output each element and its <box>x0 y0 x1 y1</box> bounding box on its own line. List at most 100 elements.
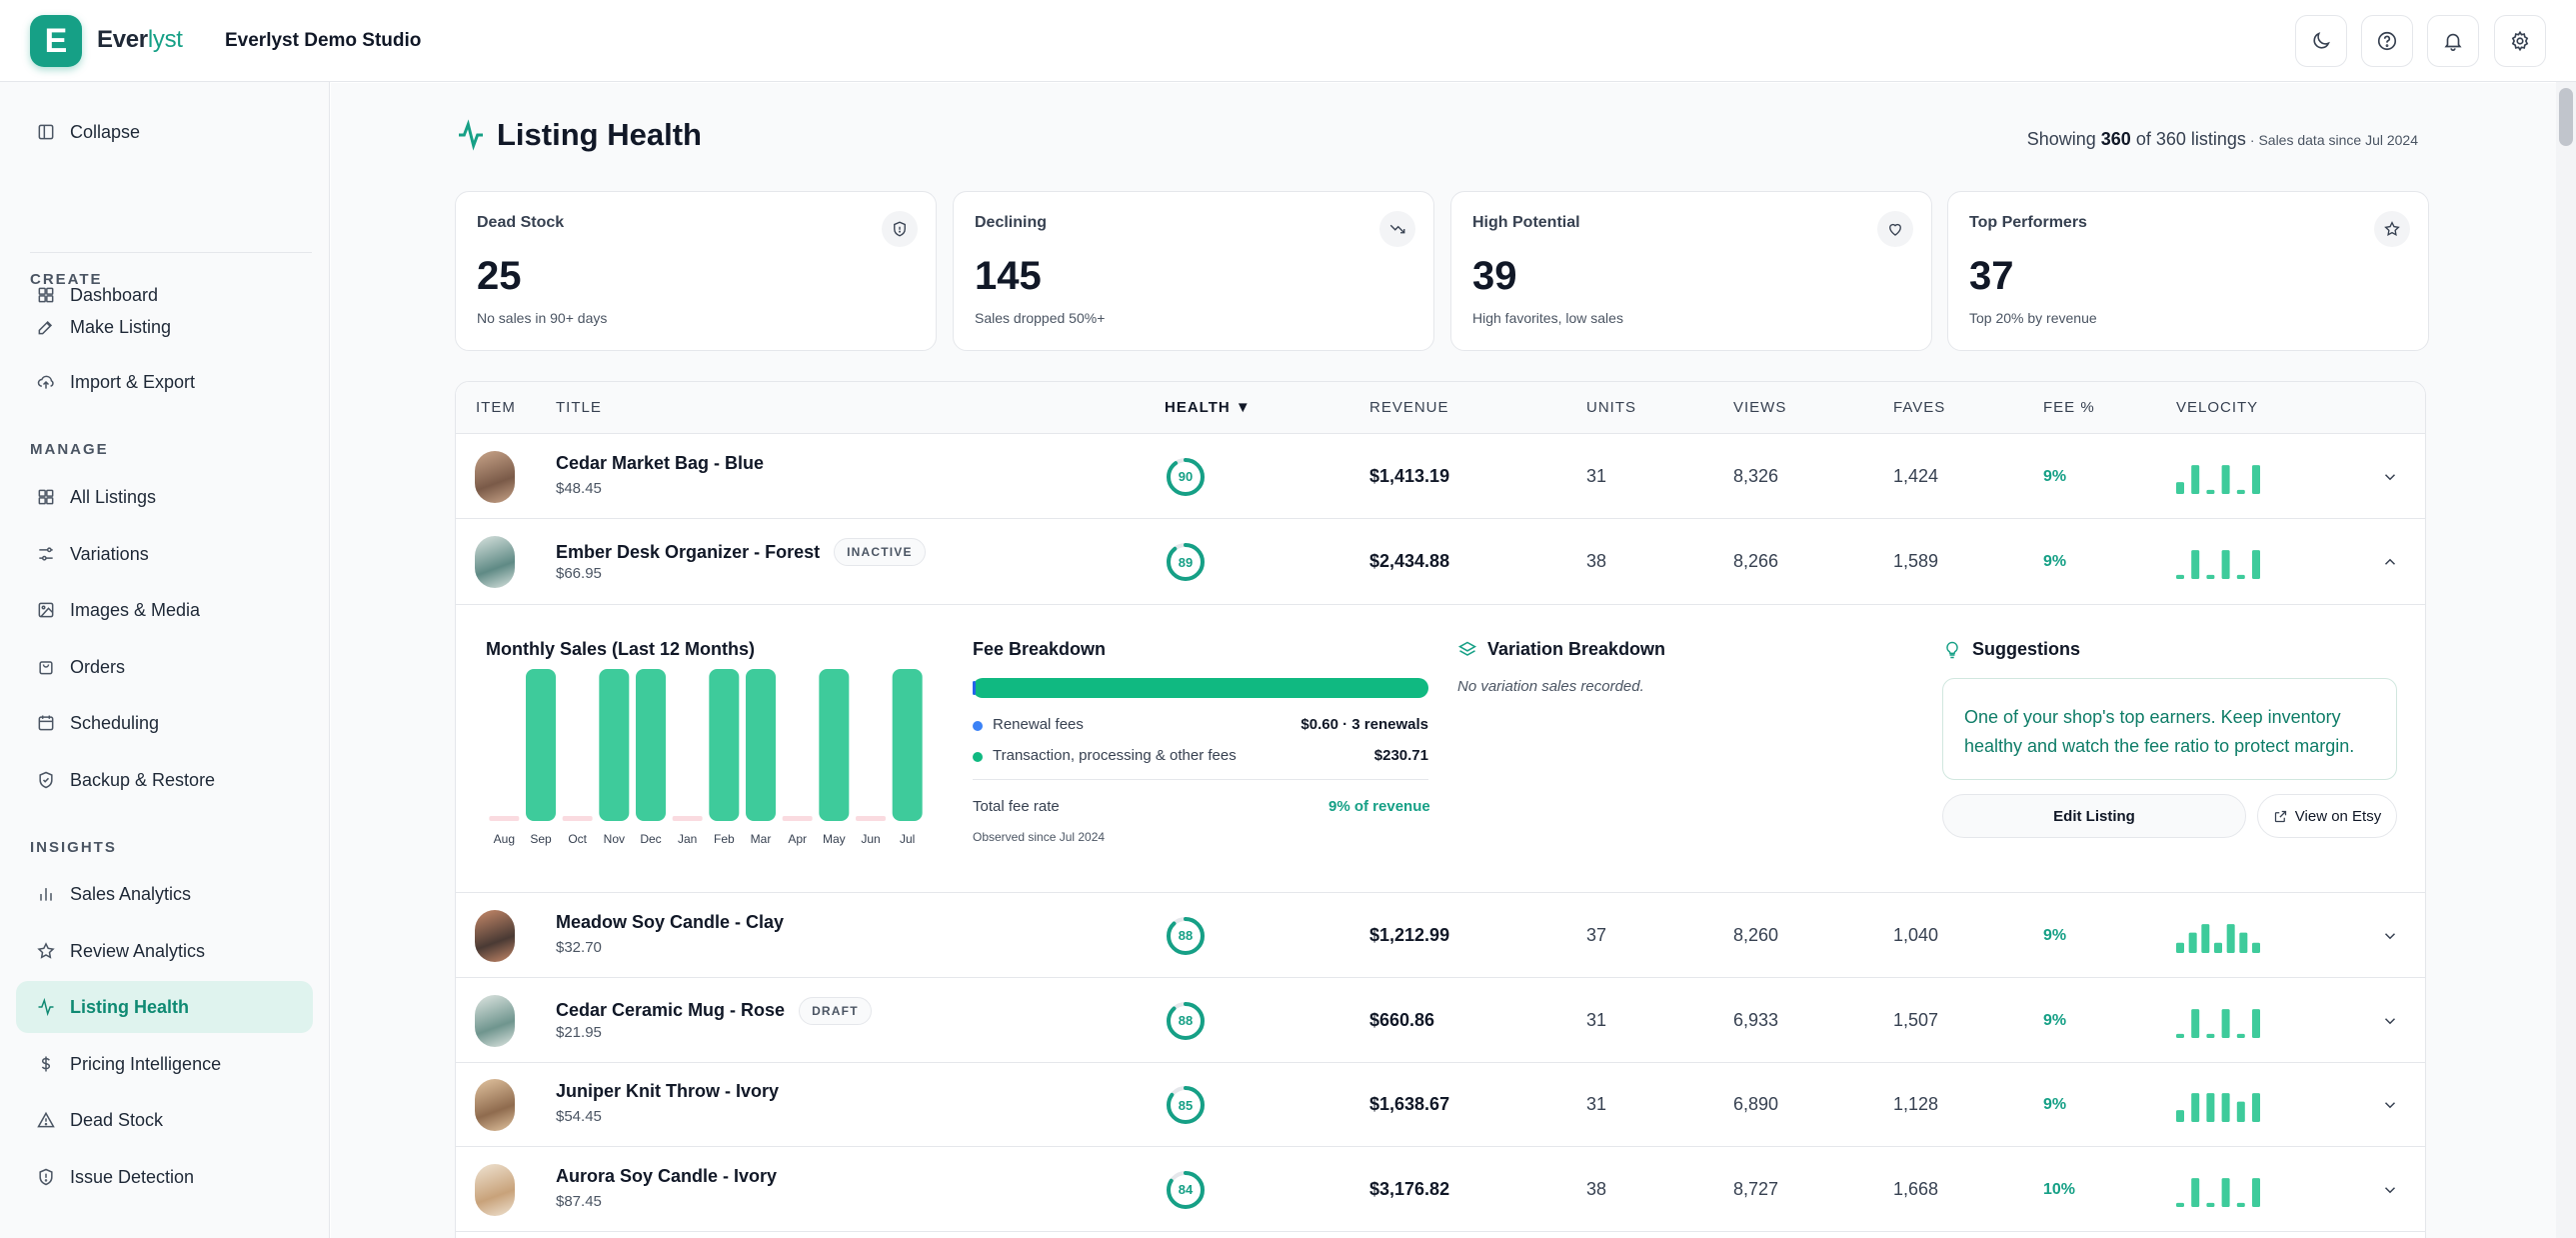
velocity-sparkline <box>2176 923 2260 953</box>
logo-icon[interactable]: E <box>30 15 82 67</box>
stat-card-high-potential[interactable]: High Potential 39 High favorites, low sa… <box>1450 191 1932 351</box>
column-health[interactable]: HEALTH ▼ <box>1165 399 1252 416</box>
fee-proportion-bar <box>973 678 1428 698</box>
column-title[interactable]: TITLE <box>556 399 602 416</box>
velocity-sparkline <box>2176 1093 2260 1122</box>
chevron-down-icon[interactable] <box>2381 1096 2399 1114</box>
table-row[interactable]: Aurora Soy Candle - Ivory $87.45 84 $3,176.… <box>456 1147 2425 1232</box>
sidebar-item-review-analytics[interactable]: Review Analytics <box>16 925 313 977</box>
stat-card-declining[interactable]: Declining 145 Sales dropped 50%+ <box>953 191 1434 351</box>
velocity-bar <box>2206 1093 2215 1122</box>
health-ring-fill <box>1167 457 1205 496</box>
chevron-down-icon[interactable] <box>2381 1181 2399 1199</box>
velocity-bar <box>2221 1008 2230 1038</box>
listing-count: Showing 360 of 360 listings · Sales data … <box>2026 129 2418 149</box>
view-on-etsy-button[interactable]: View on Etsy <box>2257 794 2397 838</box>
sidebar-item-orders[interactable]: Orders <box>16 641 313 693</box>
sidebar-item-make-listing[interactable]: Make Listing <box>16 301 313 353</box>
sidebar-item-backup-restore[interactable]: Backup & Restore <box>16 754 313 806</box>
velocity-bar <box>2236 489 2245 494</box>
listing-thumbnail[interactable] <box>475 536 515 588</box>
column-views[interactable]: VIEWS <box>1733 399 1787 416</box>
edit-listing-button[interactable]: Edit Listing <box>1942 794 2246 838</box>
column-item[interactable]: ITEM <box>476 399 516 416</box>
table-row[interactable]: Ember Desk Organizer - Forest INACTIVE $66… <box>456 519 2425 605</box>
column-revenue[interactable]: REVENUE <box>1369 399 1449 416</box>
fee-cell: 9% <box>2043 926 2067 944</box>
units-cell: 37 <box>1586 924 1607 945</box>
stat-label: Declining <box>975 214 1048 231</box>
table-header: ITEM TITLE HEALTH ▼ REVENUE UNITS VIEWS … <box>456 382 2425 434</box>
settings-button[interactable] <box>2494 15 2546 67</box>
listing-title[interactable]: Ember Desk Organizer - Forest INACTIVE <box>556 538 926 566</box>
sidebar-item-all-listings[interactable]: All Listings <box>16 471 313 523</box>
listing-thumbnail[interactable] <box>475 450 515 503</box>
sidebar-item-dead-stock[interactable]: Dead Stock <box>16 1094 313 1146</box>
bag-icon <box>39 661 53 675</box>
table-row[interactable]: Cedar Market Bag - Blue $48.45 90 $1,413.19… <box>456 434 2425 519</box>
page-header: Listing Health <box>455 117 702 153</box>
sidebar-item-images-media[interactable]: Images & Media <box>16 584 313 636</box>
velocity-bar <box>2236 1202 2245 1207</box>
chevron-down-icon[interactable] <box>2381 468 2399 486</box>
fee-line-transaction: Transaction, processing & other fees $23… <box>973 746 1428 770</box>
stat-card-top-performers[interactable]: Top Performers 37 Top 20% by revenue <box>1947 191 2429 351</box>
sidebar-item-listing-health[interactable]: Listing Health <box>16 981 313 1033</box>
scrollbar-thumb[interactable] <box>2559 88 2573 146</box>
table-row[interactable]: Cedar Ceramic Mug - Rose DRAFT $21.95 88 $66… <box>456 978 2425 1063</box>
sidebar-item-label: Issue Detection <box>70 1166 195 1187</box>
column-velocity[interactable]: VELOCITY <box>2176 399 2259 416</box>
health-score: 85 <box>1178 1097 1194 1113</box>
listing-thumbnail[interactable] <box>475 1079 515 1131</box>
revenue-cell: $1,413.19 <box>1369 465 1450 486</box>
sidebar-item-import-export[interactable]: Import & Export <box>16 356 313 408</box>
units-cell: 31 <box>1586 465 1607 486</box>
listing-title-text: Cedar Ceramic Mug - Rose <box>556 1000 786 1020</box>
listing-thumbnail[interactable] <box>475 994 515 1047</box>
listing-thumbnail[interactable] <box>475 909 515 962</box>
sidebar-item-scheduling[interactable]: Scheduling <box>16 697 313 749</box>
image-icon <box>38 602 54 618</box>
collapse-button[interactable]: Collapse <box>16 106 313 158</box>
sidebar-item-pricing-intelligence[interactable]: Pricing Intelligence <box>16 1038 313 1090</box>
sidebar-item-label: Make Listing <box>70 316 172 337</box>
page-title: Listing Health <box>497 117 702 152</box>
column-faves[interactable]: FAVES <box>1893 399 1946 416</box>
listing-thumbnail[interactable] <box>475 1163 515 1216</box>
health-ring-fill <box>1167 543 1205 581</box>
health-score-ring: 88 <box>1165 1000 1207 1042</box>
listing-title[interactable]: Meadow Soy Candle - Clay <box>556 912 784 933</box>
listing-title[interactable]: Aurora Soy Candle - Ivory <box>556 1166 777 1187</box>
page-scrollbar[interactable] <box>2556 82 2576 1238</box>
help-button[interactable] <box>2361 15 2413 67</box>
views-cell: 8,326 <box>1733 465 1779 486</box>
listing-title[interactable]: Cedar Ceramic Mug - Rose DRAFT <box>556 996 872 1025</box>
velocity-bar <box>2206 489 2215 494</box>
stat-value: 37 <box>1969 254 2014 298</box>
listing-title-text: Meadow Soy Candle - Clay <box>556 911 785 932</box>
transaction-fee-dot <box>973 752 983 762</box>
column-units[interactable]: UNITS <box>1586 399 1636 416</box>
chevron-down-icon[interactable] <box>2381 1012 2399 1030</box>
sidebar-item-variations[interactable]: Variations <box>16 528 313 580</box>
star-icon <box>2374 211 2410 247</box>
table-row[interactable]: Juniper Knit Throw - Ivory $54.45 85 $1,638… <box>456 1063 2425 1147</box>
sidebar-item-issue-detection[interactable]: Issue Detection <box>16 1151 313 1203</box>
stat-card-dead-stock[interactable]: Dead Stock 25 No sales in 90+ days <box>455 191 937 351</box>
column-fee[interactable]: FEE % <box>2043 399 2095 416</box>
month-tick-label: Dec <box>640 832 661 846</box>
chevron-up-icon[interactable] <box>2381 553 2399 571</box>
notifications-button[interactable] <box>2427 15 2479 67</box>
chevron-down-icon[interactable] <box>2381 927 2399 945</box>
health-score: 84 <box>1178 1182 1194 1197</box>
sidebar-item-label: Variations <box>70 543 149 564</box>
velocity-bar <box>2252 1008 2260 1038</box>
sidebar-item-dashboard[interactable]: Dashboard <box>16 269 313 321</box>
table-row[interactable]: Meadow Soy Candle - Clay $32.70 88 $1,212.9… <box>456 893 2425 978</box>
listing-title[interactable]: Juniper Knit Throw - Ivory <box>556 1081 779 1102</box>
velocity-bar <box>2206 574 2215 579</box>
stat-label: Dead Stock <box>477 214 565 231</box>
sidebar-item-sales-analytics[interactable]: Sales Analytics <box>16 868 313 920</box>
listing-title[interactable]: Cedar Market Bag - Blue <box>556 453 764 474</box>
theme-toggle-button[interactable] <box>2295 15 2347 67</box>
